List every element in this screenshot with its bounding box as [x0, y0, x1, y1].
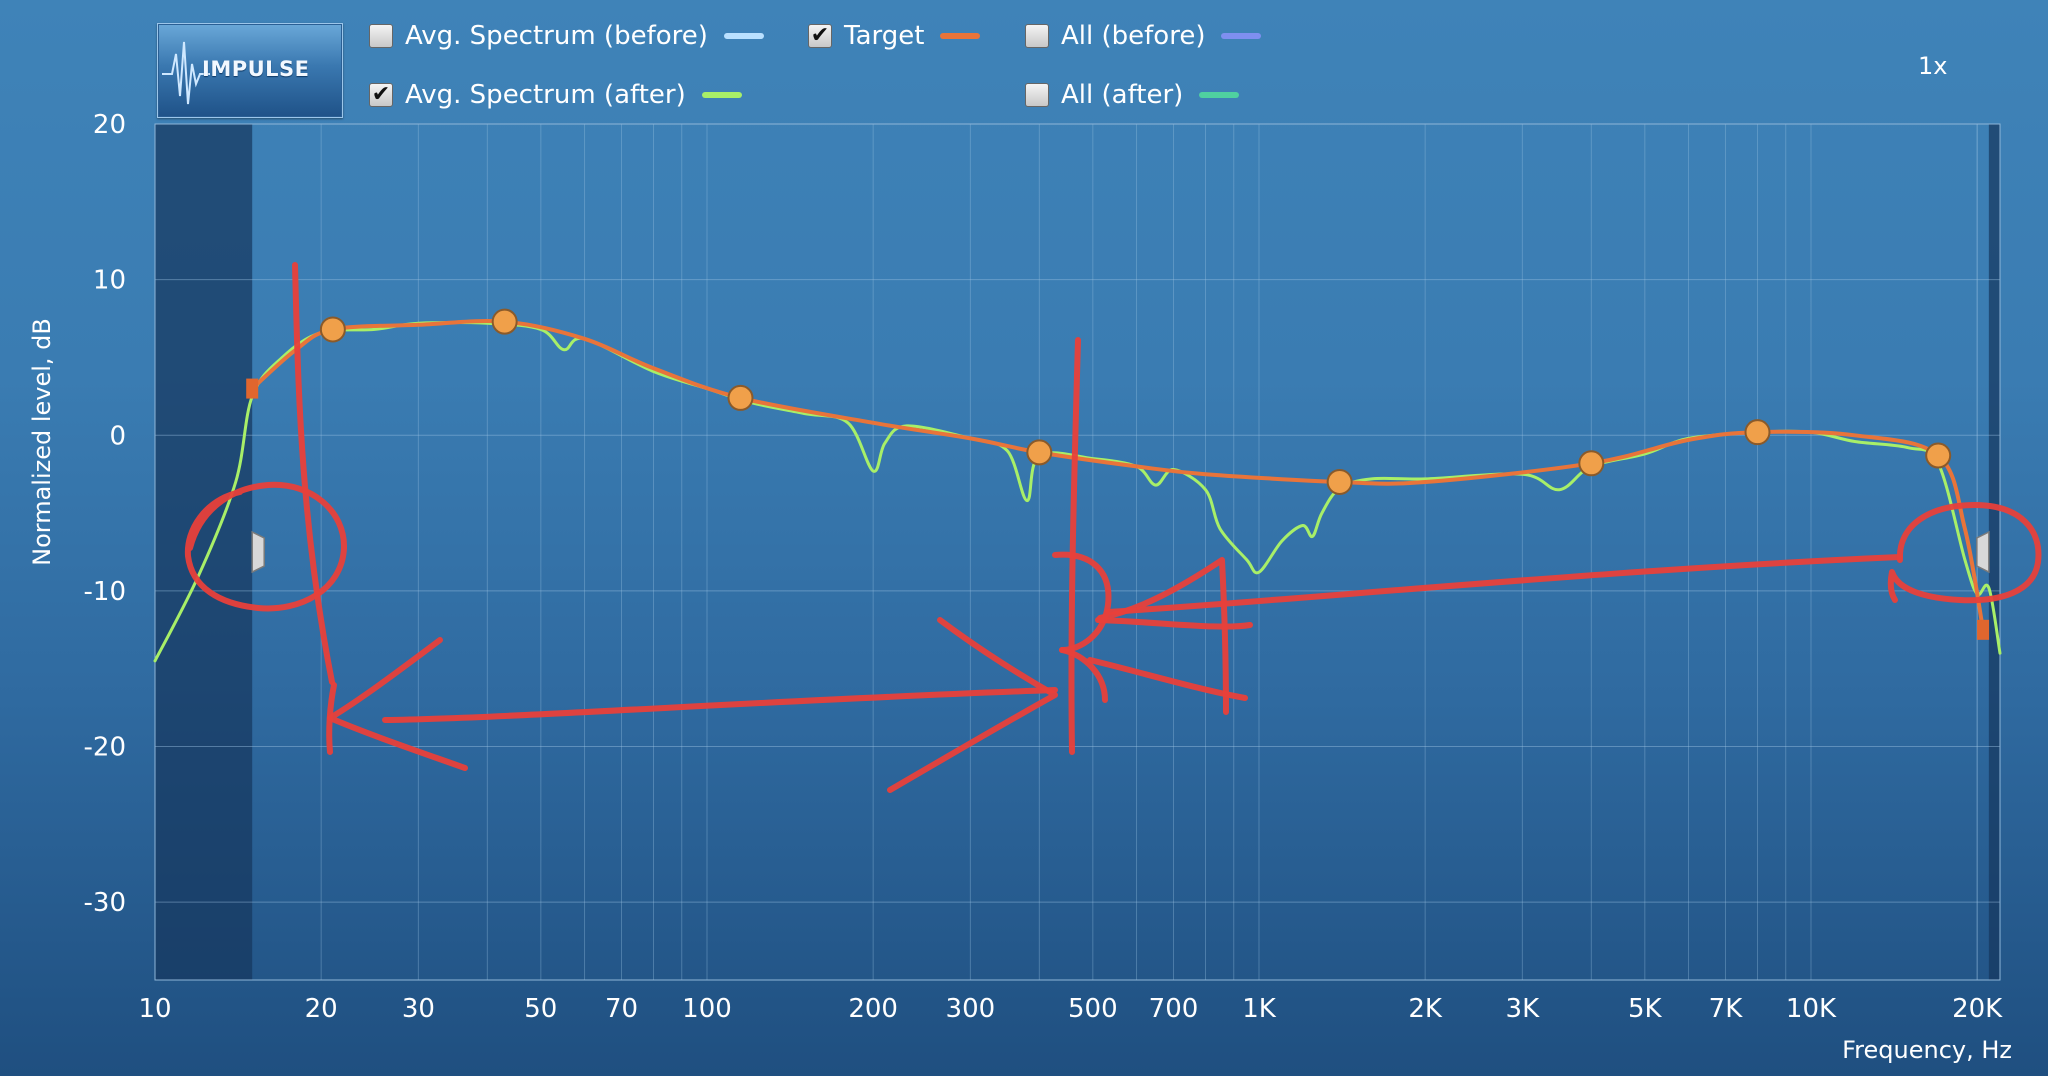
x-tick-label: 10K	[1786, 994, 1837, 1024]
plot-border	[154, 123, 2001, 981]
y-tick-label: -30	[84, 888, 126, 918]
red-annotation-stroke	[1887, 502, 2042, 604]
x-tick-label: 5K	[1628, 994, 1663, 1024]
red-annotation-stroke	[1097, 557, 1229, 715]
x-tick-label: 20	[305, 994, 338, 1024]
legend-label: Avg. Spectrum (before)	[405, 21, 708, 51]
y-axis-title: Normalized level, dB	[28, 318, 56, 566]
legend-swatch	[940, 33, 981, 39]
range-handle[interactable]	[1976, 530, 1990, 574]
checkbox[interactable]	[1025, 24, 1049, 48]
target-control-point[interactable]	[1925, 442, 1952, 469]
logo-text: IMPULSE	[202, 57, 310, 81]
x-tick-label: 300	[946, 994, 996, 1024]
y-tick-label: 10	[93, 266, 126, 296]
check-mark: ✔	[371, 82, 391, 107]
waveform-icon	[162, 41, 210, 105]
y-tick-label: 20	[93, 110, 126, 140]
red-annotation-stroke	[1059, 647, 1108, 703]
red-annotation-stroke	[327, 637, 468, 771]
target-endpoint[interactable]	[246, 378, 259, 399]
red-annotation-stroke	[887, 617, 1058, 793]
legend-all-after[interactable]: All (after)	[1025, 80, 1240, 110]
red-annotation-stroke	[184, 481, 348, 612]
legend-swatch	[1221, 33, 1262, 39]
x-tick-label: 3K	[1506, 994, 1541, 1024]
range-handle[interactable]	[251, 530, 265, 574]
excluded-region	[1988, 124, 2000, 980]
checkbox[interactable]: ✔	[808, 24, 832, 48]
x-axis-title: Frequency, Hz	[1842, 1036, 2012, 1064]
x-tick-label: 10	[138, 994, 171, 1024]
x-tick-label: 200	[848, 994, 898, 1024]
y-tick-label: -10	[84, 577, 126, 607]
check-mark: ✔	[810, 23, 830, 48]
red-annotation-stroke	[1087, 657, 1248, 701]
x-tick-label: 7K	[1709, 994, 1744, 1024]
target-control-point[interactable]	[491, 308, 518, 335]
target-control-point[interactable]	[319, 316, 346, 343]
red-annotation-stroke	[382, 687, 1058, 723]
red-annotation-stroke	[1068, 337, 1081, 755]
legend-label: All (after)	[1061, 80, 1184, 110]
red-annotation-stroke	[1105, 554, 1903, 615]
red-annotation-stroke	[292, 262, 335, 685]
target-endpoint[interactable]	[1977, 619, 1990, 640]
legend-target[interactable]: ✔ Target	[808, 21, 981, 51]
red-annotation-stroke	[1052, 551, 1112, 653]
red-annotation-stroke	[1095, 617, 1253, 630]
target-control-point[interactable]	[1578, 450, 1605, 477]
x-tick-label: 100	[682, 994, 732, 1024]
x-tick-label: 70	[605, 994, 638, 1024]
zoom-level[interactable]: 1x	[1918, 52, 1948, 80]
legend-all-before[interactable]: All (before)	[1025, 21, 1262, 51]
legend-swatch	[1199, 92, 1240, 98]
checkbox[interactable]	[1025, 83, 1049, 107]
x-tick-label: 30	[402, 994, 435, 1024]
legend-label: Avg. Spectrum (after)	[405, 80, 686, 110]
legend-label: Target	[844, 21, 925, 51]
target-control-point[interactable]	[1026, 439, 1053, 466]
x-tick-label: 1K	[1242, 994, 1277, 1024]
x-tick-label: 2K	[1408, 994, 1443, 1024]
x-tick-label: 20K	[1952, 994, 2003, 1024]
target-curve	[250, 318, 1986, 632]
target-control-point[interactable]	[727, 384, 754, 411]
legend-swatch	[723, 33, 764, 39]
target-control-point[interactable]	[1744, 419, 1771, 446]
y-tick-label: -20	[84, 733, 126, 763]
excluded-region	[155, 124, 253, 980]
y-tick-label: 0	[109, 421, 126, 451]
legend-avg-before[interactable]: Avg. Spectrum (before)	[369, 21, 764, 51]
checkbox[interactable]: ✔	[369, 83, 393, 107]
legend-swatch	[701, 92, 742, 98]
impulse-logo[interactable]: IMPULSE	[157, 23, 343, 118]
legend-label: All (before)	[1061, 21, 1206, 51]
legend-avg-after[interactable]: ✔ Avg. Spectrum (after)	[369, 80, 742, 110]
x-tick-label: 50	[524, 994, 557, 1024]
x-tick-label: 500	[1068, 994, 1118, 1024]
checkbox[interactable]	[369, 24, 393, 48]
target-control-point[interactable]	[1326, 468, 1353, 495]
x-tick-label: 700	[1149, 994, 1199, 1024]
